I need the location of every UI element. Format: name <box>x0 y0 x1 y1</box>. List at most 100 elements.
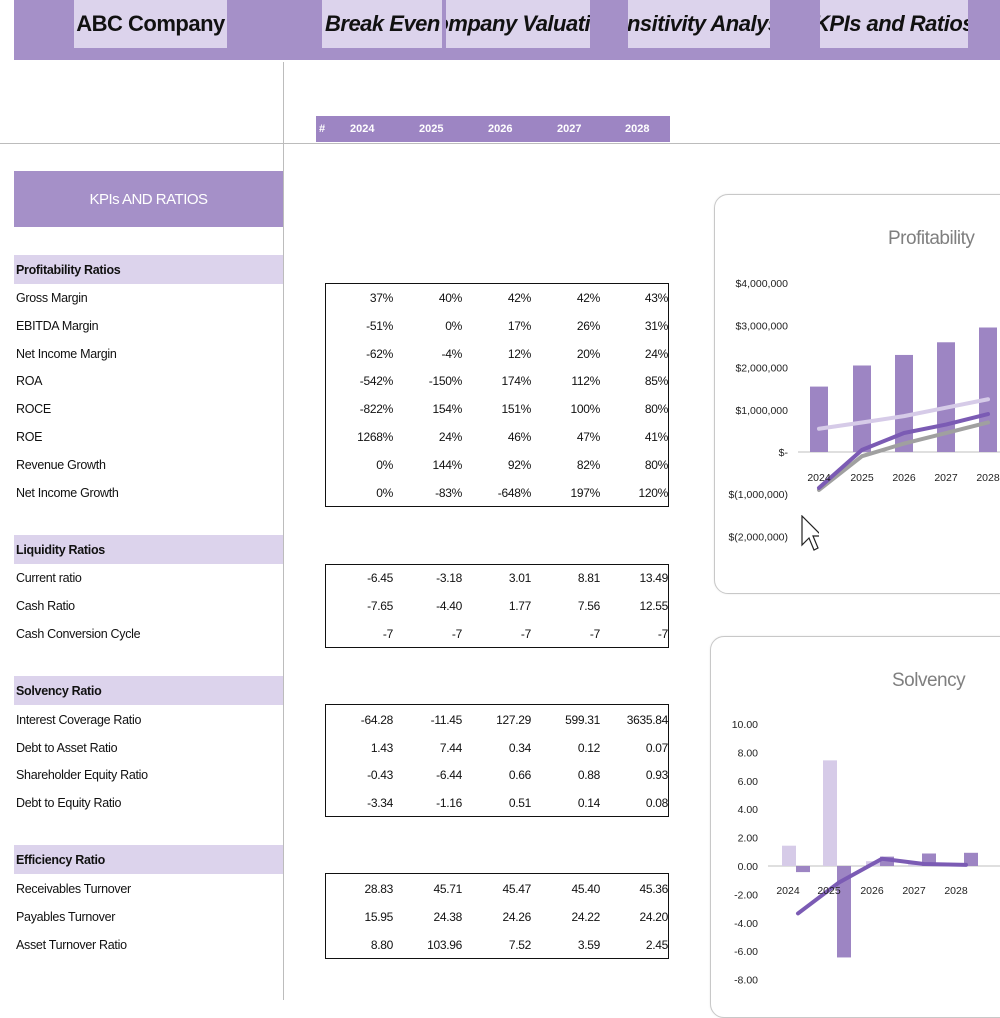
table-cell[interactable]: 197% <box>570 486 601 500</box>
y-tick-label: -4.00 <box>734 918 758 930</box>
table-cell[interactable]: 0.93 <box>645 768 668 782</box>
table-cell[interactable]: 31% <box>644 319 668 333</box>
table-cell[interactable]: 45.71 <box>433 882 462 896</box>
table-cell[interactable]: -7.65 <box>367 599 393 613</box>
table-cell[interactable]: -7 <box>382 627 393 641</box>
table-cell[interactable]: 8.80 <box>370 938 393 952</box>
table-cell[interactable]: -648% <box>497 486 532 500</box>
table-cell[interactable]: 120% <box>638 486 669 500</box>
table-cell[interactable]: 0.34 <box>508 741 531 755</box>
table-cell[interactable]: 1268% <box>357 430 393 444</box>
table-cell[interactable]: 46% <box>507 430 531 444</box>
table-cell[interactable]: 40% <box>438 291 462 305</box>
table-cell[interactable]: 0.88 <box>577 768 600 782</box>
solvency-chart-panel[interactable]: Solvency <box>710 636 1000 1018</box>
table-cell[interactable]: 43% <box>644 291 668 305</box>
table-cell[interactable]: 3.01 <box>508 571 531 585</box>
table-cell[interactable]: 37% <box>369 291 393 305</box>
tab-kpis-and-ratios[interactable]: KPIs and Ratios <box>820 0 968 48</box>
table-cell[interactable]: 8.81 <box>577 571 600 585</box>
table-cell[interactable]: 45.36 <box>639 882 668 896</box>
table-cell[interactable]: 3.59 <box>577 938 600 952</box>
table-cell[interactable]: 85% <box>644 374 668 388</box>
bar <box>823 760 837 866</box>
table-cell[interactable]: 42% <box>576 291 600 305</box>
table-cell[interactable]: 13.49 <box>639 571 668 585</box>
table-cell[interactable]: 12% <box>507 347 531 361</box>
table-cell[interactable]: -3.34 <box>367 796 393 810</box>
series-line <box>817 420 990 492</box>
table-cell[interactable]: 144% <box>432 458 463 472</box>
table-cell[interactable]: 42% <box>507 291 531 305</box>
table-cell[interactable]: 24.38 <box>433 910 462 924</box>
tab-company-valuation[interactable]: Company Valuation <box>446 0 590 48</box>
table-cell[interactable]: 103.96 <box>427 938 462 952</box>
tab-abc-company[interactable]: ABC Company <box>74 0 227 48</box>
table-cell[interactable]: 154% <box>432 402 463 416</box>
table-cell[interactable]: 82% <box>576 458 600 472</box>
table-cell[interactable]: -6.44 <box>436 768 462 782</box>
table-cell[interactable]: -7 <box>657 627 668 641</box>
table-cell[interactable]: 47% <box>576 430 600 444</box>
table-cell[interactable]: 127.29 <box>496 713 531 727</box>
table-cell[interactable]: 80% <box>644 458 668 472</box>
table-cell[interactable]: 100% <box>570 402 601 416</box>
table-cell[interactable]: 24.26 <box>502 910 531 924</box>
table-cell[interactable]: -51% <box>366 319 393 333</box>
table-cell[interactable]: 0.12 <box>577 741 600 755</box>
tab-break-even-analysis[interactable]: Break Even Analy <box>322 0 442 48</box>
table-cell[interactable]: 0.66 <box>508 768 531 782</box>
table-cell[interactable]: -4% <box>441 347 463 361</box>
table-cell[interactable]: 1.43 <box>370 741 393 755</box>
table-cell[interactable]: -7 <box>589 627 600 641</box>
table-cell[interactable]: 151% <box>501 402 532 416</box>
table-cell[interactable]: 0% <box>376 458 393 472</box>
table-cell[interactable]: 24% <box>644 347 668 361</box>
table-cell[interactable]: 26% <box>576 319 600 333</box>
table-cell[interactable]: 7.56 <box>577 599 600 613</box>
table-cell[interactable]: -64.28 <box>360 713 394 727</box>
table-cell[interactable]: 92% <box>507 458 531 472</box>
table-cell[interactable]: 112% <box>571 374 600 388</box>
table-cell[interactable]: 12.55 <box>639 599 668 613</box>
table-cell[interactable]: 0% <box>376 486 393 500</box>
table-cell[interactable]: 0% <box>445 319 462 333</box>
table-cell[interactable]: 15.95 <box>364 910 393 924</box>
table-cell[interactable]: 24.22 <box>571 910 600 924</box>
table-cell[interactable]: -4.40 <box>436 599 462 613</box>
table-cell[interactable]: -7 <box>451 627 462 641</box>
table-cell[interactable]: 45.47 <box>502 882 531 896</box>
table-cell[interactable]: -1.16 <box>436 796 462 810</box>
table-cell[interactable]: -7 <box>520 627 531 641</box>
table-cell[interactable]: -0.43 <box>367 768 393 782</box>
table-cell[interactable]: -62% <box>366 347 393 361</box>
table-cell[interactable]: 0.14 <box>577 796 600 810</box>
table-cell[interactable]: 7.52 <box>508 938 531 952</box>
table-cell[interactable]: 24.20 <box>639 910 668 924</box>
table-cell[interactable]: 1.77 <box>508 599 531 613</box>
table-cell[interactable]: 24% <box>438 430 462 444</box>
tab-sensitivity-analysis[interactable]: Sensitivity Analysis <box>628 0 770 48</box>
table-cell[interactable]: -11.45 <box>430 713 463 727</box>
table-cell[interactable]: 41% <box>644 430 668 444</box>
table-cell[interactable]: -3.18 <box>436 571 462 585</box>
year-label: 2028 <box>625 123 650 135</box>
table-cell[interactable]: -542% <box>359 374 394 388</box>
table-cell[interactable]: 0.51 <box>508 796 531 810</box>
table-cell[interactable]: 45.40 <box>571 882 600 896</box>
table-cell[interactable]: 80% <box>644 402 668 416</box>
table-cell[interactable]: 0.07 <box>645 741 668 755</box>
table-cell[interactable]: -6.45 <box>367 571 393 585</box>
table-cell[interactable]: -822% <box>359 402 394 416</box>
table-cell[interactable]: 599.31 <box>565 713 600 727</box>
table-cell[interactable]: 0.08 <box>645 796 668 810</box>
table-cell[interactable]: 2.45 <box>645 938 668 952</box>
table-cell[interactable]: 20% <box>576 347 600 361</box>
table-cell[interactable]: 3635.84 <box>626 713 669 727</box>
table-cell[interactable]: 174% <box>501 374 532 388</box>
table-cell[interactable]: 17% <box>507 319 531 333</box>
table-cell[interactable]: -83% <box>435 486 462 500</box>
table-cell[interactable]: -150% <box>428 374 463 388</box>
table-cell[interactable]: 7.44 <box>439 741 462 755</box>
table-cell[interactable]: 28.83 <box>364 882 393 896</box>
